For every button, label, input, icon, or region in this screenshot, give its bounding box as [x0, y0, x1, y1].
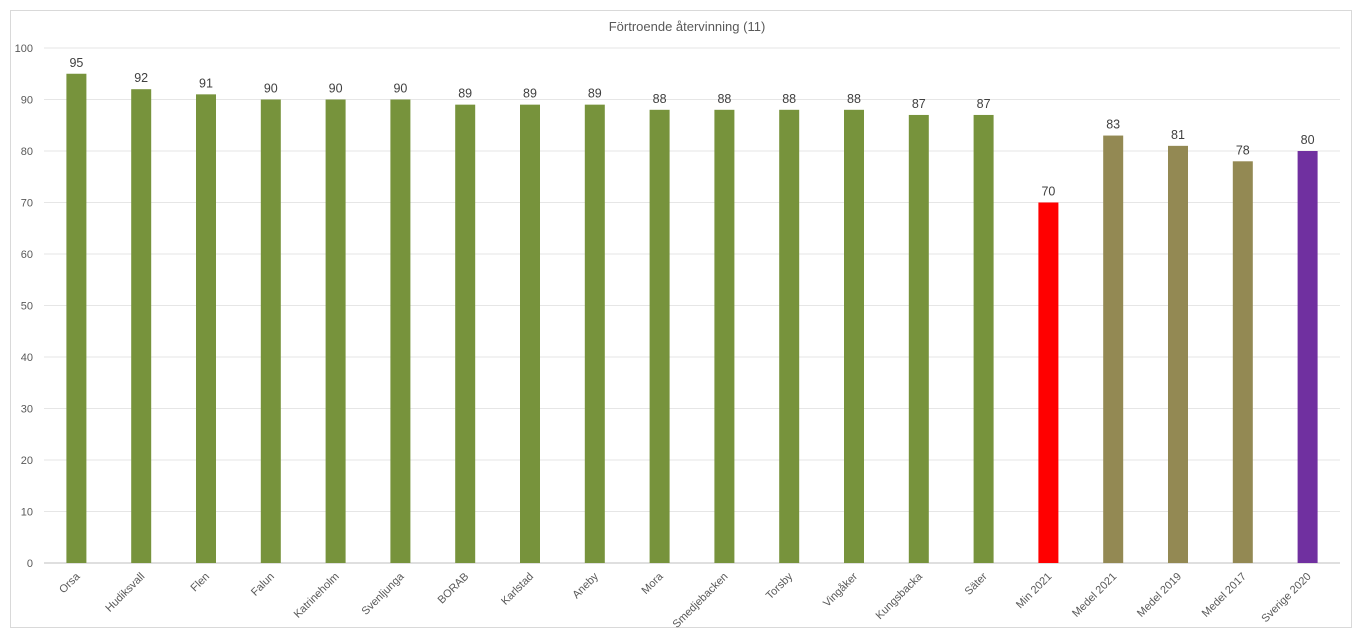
- data-label: 95: [69, 56, 83, 70]
- x-tick-label: Flen: [188, 571, 212, 595]
- y-tick-label: 70: [21, 198, 33, 210]
- bar: [649, 109, 670, 564]
- x-tick-label: Medel 2019: [1135, 571, 1184, 620]
- x-tick-label: Mora: [640, 570, 667, 597]
- y-tick-label: 40: [21, 352, 33, 364]
- bar: [779, 109, 800, 564]
- bar: [844, 109, 864, 564]
- bar: [714, 109, 735, 564]
- data-label: 90: [264, 82, 278, 96]
- y-tick-label: 100: [15, 43, 33, 55]
- x-tick-label: Smedjebacken: [671, 571, 731, 630]
- x-tick-label: Hudiksvall: [103, 571, 147, 615]
- x-tick-label: Katrineholm: [292, 571, 342, 621]
- bar: [196, 94, 216, 563]
- bar: [1168, 145, 1188, 563]
- data-label: 80: [1301, 133, 1315, 147]
- x-tick-label: Säter: [963, 570, 990, 597]
- bar: [1232, 161, 1253, 564]
- x-tick-label: BORAB: [436, 571, 472, 607]
- y-axis-ticks: 0 10 20 30 40 50 60 70 80 90 100: [15, 43, 33, 570]
- y-tick-label: 90: [21, 95, 33, 107]
- bar: [908, 114, 929, 563]
- x-axis-ticks: Orsa Hudiksvall Flen Falun Katrineholm Svenlj…: [57, 570, 1314, 630]
- data-label: 89: [458, 87, 472, 101]
- y-tick-label: 50: [21, 301, 33, 313]
- data-label: 88: [847, 92, 861, 106]
- bar: [66, 73, 87, 563]
- y-tick-label: 30: [21, 404, 33, 416]
- x-tick-label: Medel 2017: [1200, 571, 1249, 620]
- data-labels: 95 92 91 90 90 90 89 89 89 88 88 88 88 87 87 70 83 81 78 80: [69, 56, 1314, 199]
- gridlines: [44, 47, 1340, 564]
- data-label: 89: [588, 87, 602, 101]
- bar: [390, 99, 411, 563]
- x-tick-label: Orsa: [57, 570, 83, 596]
- data-label: 78: [1236, 143, 1250, 157]
- data-label: 88: [782, 92, 796, 106]
- x-tick-label: Min 2021: [1014, 571, 1054, 611]
- data-label: 92: [134, 71, 148, 85]
- data-label: 83: [1106, 118, 1120, 132]
- chart-frame: [10, 10, 1352, 628]
- data-label: 81: [1171, 128, 1185, 142]
- data-label: 90: [329, 82, 343, 96]
- bar: [260, 99, 281, 563]
- bars: [66, 73, 1318, 564]
- bar: [973, 114, 994, 563]
- data-label: 87: [977, 97, 991, 111]
- bar: [520, 104, 540, 564]
- data-label: 90: [393, 82, 407, 96]
- bar: [325, 99, 346, 563]
- data-label: 91: [199, 76, 213, 90]
- y-tick-label: 20: [21, 455, 33, 467]
- data-label: 89: [523, 87, 537, 101]
- data-label: 88: [653, 92, 667, 106]
- x-tick-label: Vingåker: [821, 570, 860, 609]
- x-tick-label: Falun: [249, 571, 277, 599]
- x-tick-label: Karlstad: [499, 571, 536, 608]
- x-tick-label: Medel 2021: [1070, 571, 1119, 620]
- data-label: 88: [717, 92, 731, 106]
- x-tick-label: Sverige 2020: [1259, 571, 1313, 625]
- bar: [1103, 135, 1124, 564]
- data-label: 70: [1041, 185, 1055, 199]
- y-tick-label: 60: [21, 249, 33, 261]
- y-tick-label: 10: [21, 507, 33, 519]
- x-tick-label: Torsby: [764, 570, 796, 602]
- bar: [1297, 151, 1318, 563]
- bar: [455, 104, 476, 564]
- bar: [1038, 202, 1059, 563]
- y-tick-label: 80: [21, 146, 33, 158]
- x-tick-label: Svenljunga: [360, 570, 408, 618]
- bar: [131, 89, 152, 563]
- y-tick-label: 0: [27, 558, 33, 570]
- bar: [584, 104, 605, 564]
- x-tick-label: Kungsbacka: [874, 570, 926, 622]
- chart-title: Förtroende återvinning (11): [609, 19, 766, 34]
- data-label: 87: [912, 97, 926, 111]
- x-tick-label: Aneby: [570, 570, 601, 601]
